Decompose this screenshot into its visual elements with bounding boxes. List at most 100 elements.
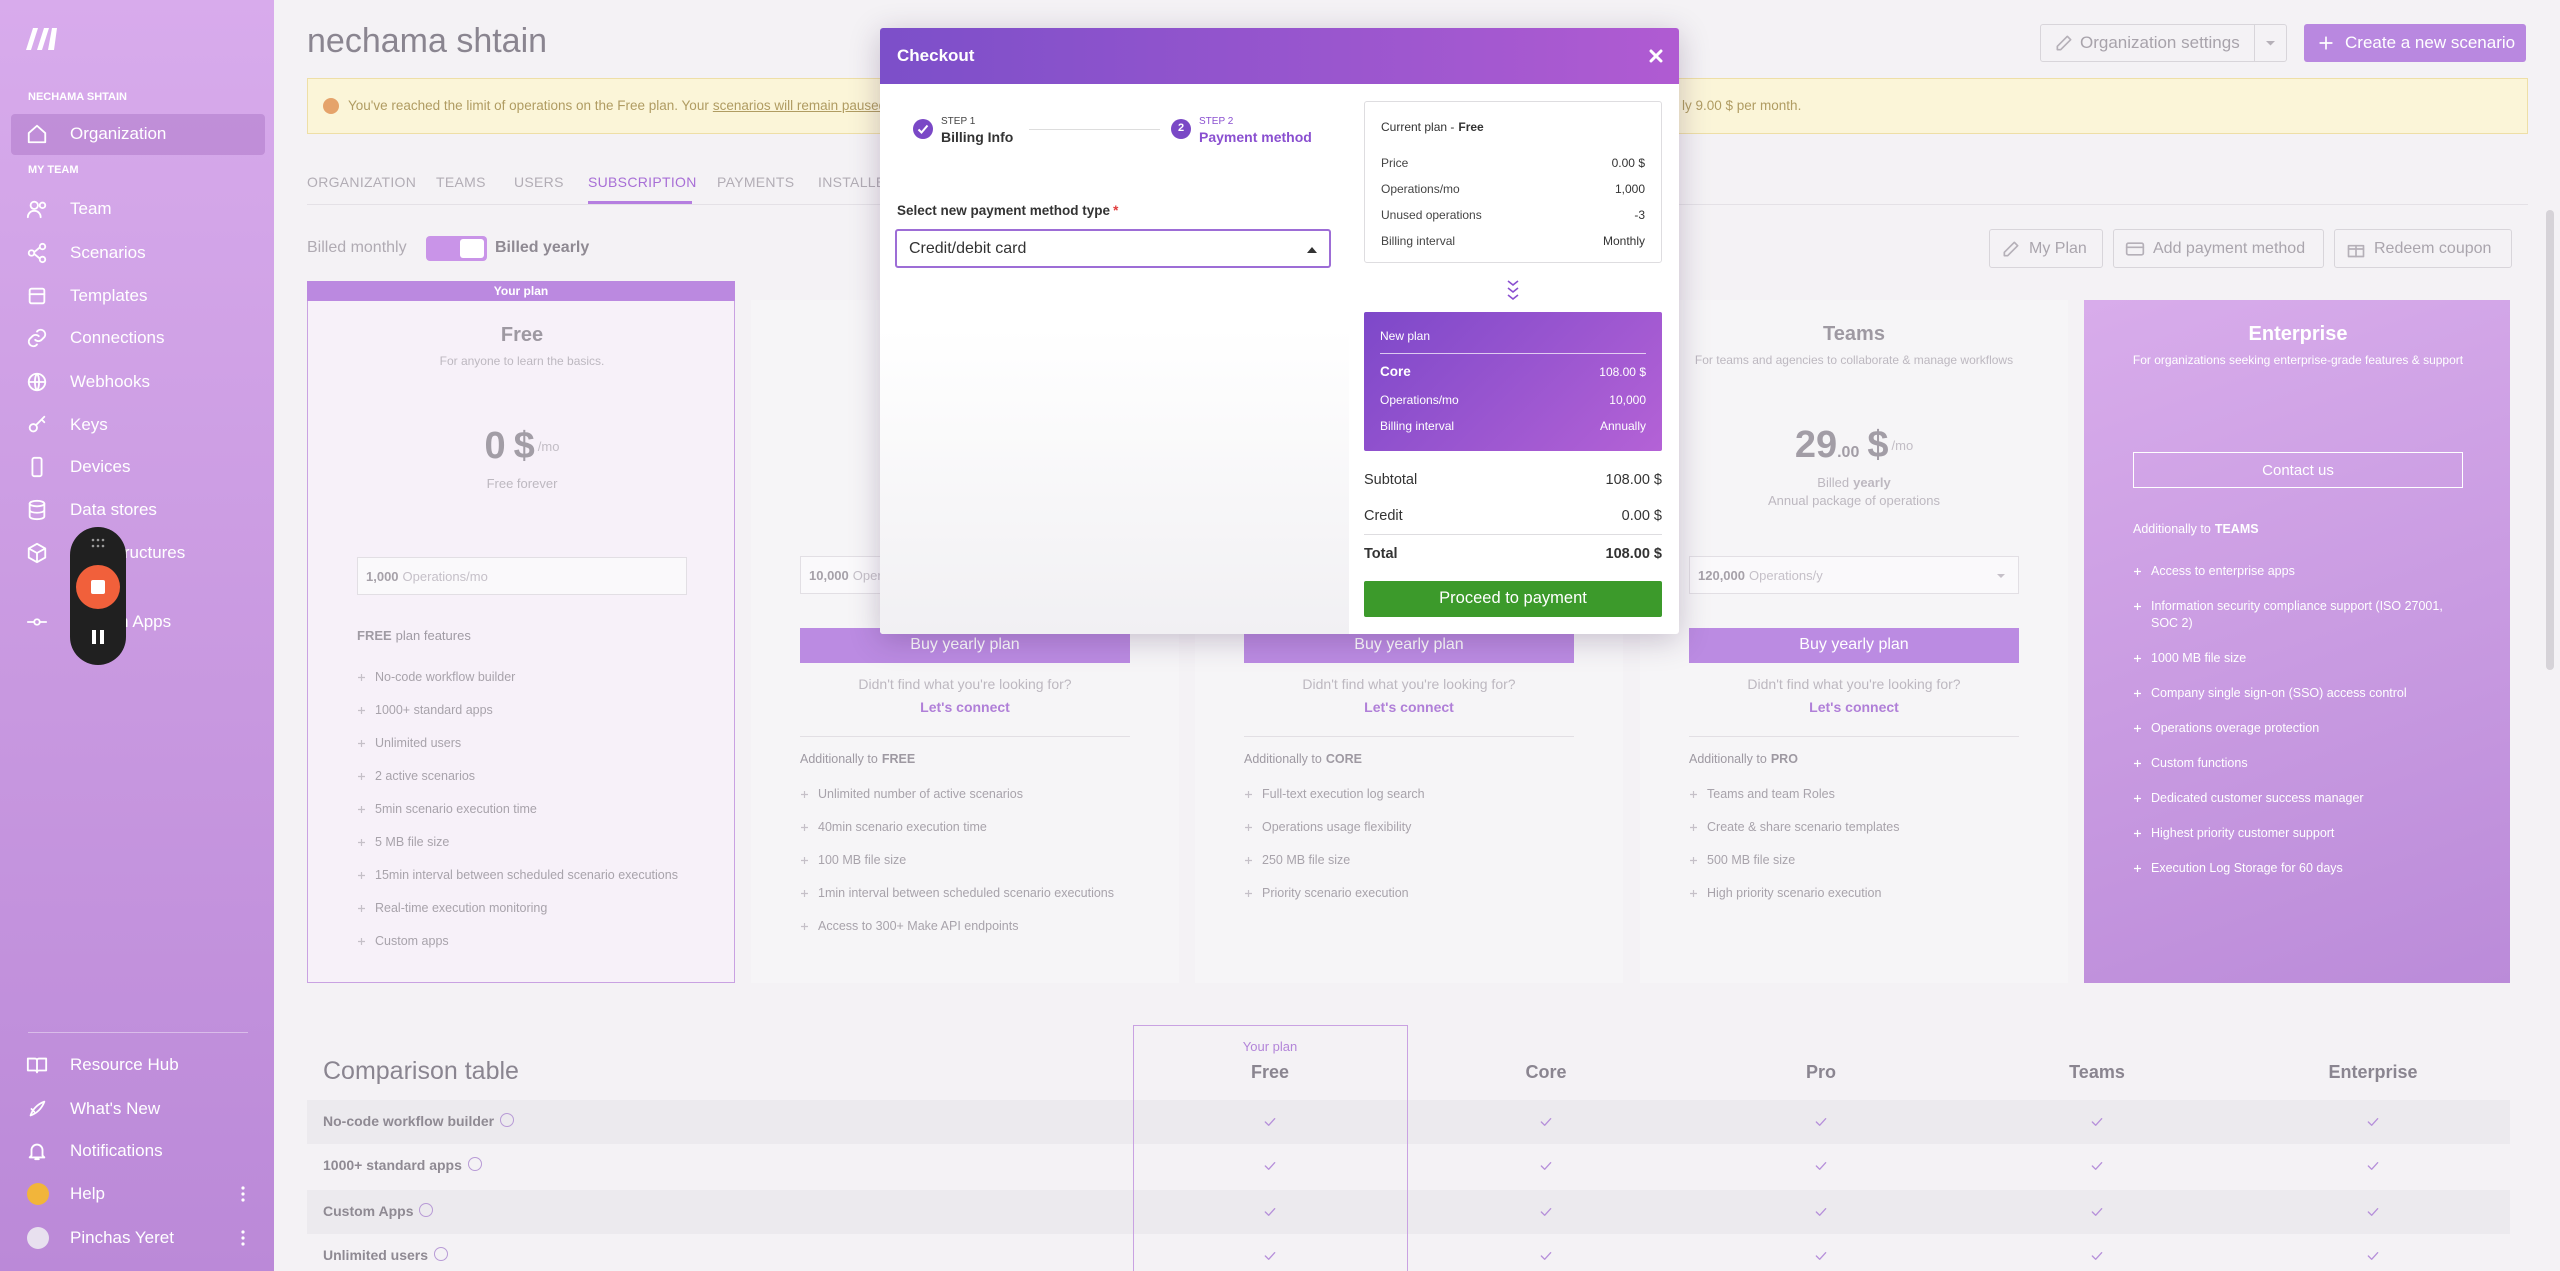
icon-shape: [26, 209, 42, 219]
icon-shape: [2091, 1252, 2103, 1260]
nav-item[interactable]: [11, 447, 265, 487]
tab[interactable]: PAYMENTS: [717, 174, 795, 191]
bullet: [1689, 786, 1698, 808]
icon-shape: [1690, 890, 1697, 897]
feature-text: Custom apps: [375, 934, 449, 948]
icon-shape: [1815, 1252, 1827, 1260]
icon-shape: [26, 28, 57, 50]
bullet: [357, 735, 366, 757]
pause-button[interactable]: [84, 623, 112, 651]
feature-item: Company single sign-on (SSO) access cont…: [2133, 676, 2463, 711]
more-menu[interactable]: [240, 1229, 246, 1247]
nav-item[interactable]: [11, 405, 265, 445]
row-name: Unlimited users: [323, 1247, 429, 1264]
feature-item: Custom functions: [2133, 746, 2463, 781]
feature-text: Operations overage protection: [2151, 721, 2320, 735]
icon-shape: [1690, 791, 1697, 798]
bullet: [800, 786, 809, 808]
summary-value: Monthly: [1602, 233, 1645, 248]
feature-item: 5 MB file size: [357, 826, 687, 859]
nav-item-active[interactable]: [11, 114, 265, 155]
icon-shape: [26, 200, 47, 219]
help-icon: [27, 1183, 49, 1205]
icon-shape: [1815, 1118, 1827, 1126]
nav-label: Help: [70, 1184, 105, 1204]
tab[interactable]: USERS: [514, 174, 564, 191]
icon-shape: [35, 415, 46, 426]
icon-shape: [1507, 280, 1519, 301]
close-button[interactable]: [1646, 46, 1666, 66]
action-button[interactable]: [2334, 229, 2512, 268]
info-icon[interactable]: [434, 1247, 449, 1262]
nav-item[interactable]: [11, 189, 265, 229]
nav-label: Notifications: [70, 1141, 163, 1161]
icon-shape: [2134, 725, 2141, 732]
tab[interactable]: SUBSCRIPTION: [588, 174, 697, 191]
tab[interactable]: INSTALLED: [818, 174, 896, 191]
price-period: /mo: [537, 439, 560, 455]
contact-link[interactable]: Let's connect: [920, 699, 1010, 716]
icon: [2365, 1158, 2381, 1174]
modal-title: Checkout: [897, 46, 975, 66]
additional-plan: CORE: [1325, 752, 1362, 767]
feature-item: 250 MB file size: [1244, 844, 1574, 877]
additional-prefix: Additionally to: [1244, 752, 1322, 767]
action-button[interactable]: [1989, 229, 2103, 268]
feature-text: Create & share scenario templates: [1707, 820, 1900, 834]
icon: [1538, 1114, 1554, 1130]
nav-label: Resource Hub: [70, 1055, 179, 1075]
icon: [2001, 239, 2021, 259]
icon-shape: [2367, 1162, 2379, 1170]
help-text: Didn't find what you're looking for?: [1302, 676, 1516, 693]
feature-item: Unlimited number of active scenarios: [800, 778, 1130, 811]
info-icon[interactable]: [419, 1203, 434, 1218]
bullet: [1244, 819, 1253, 841]
total-label: Credit: [1364, 507, 1403, 524]
price-note: Free forever: [487, 475, 558, 493]
icon: [1262, 1114, 1278, 1130]
contact-link[interactable]: Let's connect: [1364, 699, 1454, 716]
icon-shape: [241, 1198, 245, 1202]
more-menu[interactable]: [240, 1185, 246, 1203]
warning-message: You've reached the limit of operations o…: [348, 97, 709, 113]
nav-label: Data stores: [70, 500, 157, 520]
proceed-button[interactable]: Proceed to payment: [1364, 581, 1662, 617]
bullet: [1244, 885, 1253, 907]
icon-shape: [917, 124, 929, 134]
user-name[interactable]: Pinchas Yeret: [70, 1228, 174, 1248]
bullet: [1689, 852, 1698, 874]
icon-shape: [358, 740, 365, 747]
icon-shape: [1264, 1162, 1276, 1170]
org-settings-dropdown[interactable]: [2254, 24, 2287, 62]
buy-button[interactable]: [1689, 628, 2019, 663]
payment-method-select[interactable]: Credit/debit card: [895, 229, 1331, 268]
new-plan-summary: New plan Core 108.00 $ Operations/mo 10,000 B…: [1364, 312, 1662, 451]
nav-item[interactable]: [11, 1174, 265, 1214]
billing-toggle[interactable]: [426, 236, 487, 261]
operations-selector[interactable]: 120,000 Operations/y: [1689, 556, 2019, 594]
modal-header: Checkout: [880, 28, 1679, 84]
create-scenario-button[interactable]: [2304, 24, 2526, 62]
icon-shape: [1815, 1162, 1827, 1170]
info-icon[interactable]: [467, 1157, 482, 1172]
step-connector: [1029, 129, 1160, 130]
feature-text: Information security compliance support …: [2151, 599, 2443, 630]
contact-link[interactable]: Let's connect: [1809, 699, 1899, 716]
tab[interactable]: ORGANIZATION: [307, 174, 417, 191]
icon-shape: [92, 630, 104, 644]
action-button[interactable]: [2113, 229, 2324, 268]
feature-list: Access to enterprise apps Information sec…: [2133, 554, 2463, 886]
avatar: [27, 1227, 49, 1249]
warning-link[interactable]: scenarios will remain paused: [712, 97, 887, 113]
plan-price: 0 $/mo: [485, 420, 560, 473]
icon-shape: [1264, 1208, 1276, 1216]
org-switcher[interactable]: NECHAMA SHTAIN: [28, 91, 127, 104]
contact-button[interactable]: [2133, 452, 2463, 488]
info-icon[interactable]: [500, 1113, 515, 1128]
icon-shape: [2134, 830, 2141, 837]
tab[interactable]: TEAMS: [436, 174, 486, 191]
stop-button[interactable]: [76, 565, 120, 609]
feature-list: Teams and team Roles Create & share scena…: [1689, 778, 2019, 910]
icon-shape: [2134, 690, 2141, 697]
